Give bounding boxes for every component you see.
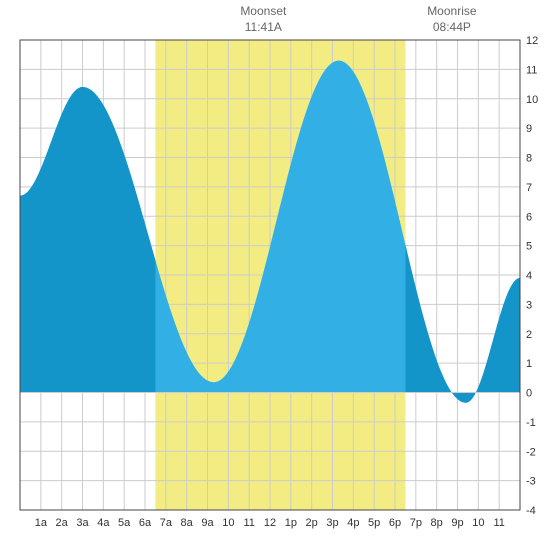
svg-text:8: 8 [526, 153, 532, 165]
svg-text:-4: -4 [526, 505, 536, 517]
moonset-label: Moonset [228, 4, 298, 20]
moonset-time: 11:41A [228, 20, 298, 36]
svg-text:2: 2 [526, 329, 532, 341]
svg-text:3: 3 [526, 299, 532, 311]
svg-text:-3: -3 [526, 476, 536, 488]
svg-text:2a: 2a [56, 517, 69, 529]
svg-text:0: 0 [526, 388, 532, 400]
svg-text:9p: 9p [451, 517, 463, 529]
svg-text:10: 10 [222, 517, 234, 529]
svg-text:12: 12 [264, 517, 276, 529]
chart-svg: -4-3-2-101234567891011121a2a3a4a5a6a7a8a… [0, 0, 550, 550]
svg-text:6: 6 [526, 211, 532, 223]
tide-chart: { "chart": { "type": "area", "width": 55… [0, 0, 550, 550]
svg-text:6p: 6p [389, 517, 401, 529]
svg-text:6a: 6a [139, 517, 152, 529]
svg-text:4p: 4p [347, 517, 359, 529]
moonrise-time: 08:44P [417, 20, 487, 36]
svg-text:1: 1 [526, 358, 532, 370]
svg-text:3a: 3a [76, 517, 89, 529]
moonrise-label: Moonrise [417, 4, 487, 20]
svg-text:8a: 8a [181, 517, 194, 529]
moonrise-annotation: Moonrise 08:44P [417, 4, 487, 35]
svg-text:10: 10 [472, 517, 484, 529]
svg-text:4a: 4a [97, 517, 110, 529]
svg-text:11: 11 [526, 64, 537, 76]
svg-text:4: 4 [526, 270, 532, 282]
svg-text:-2: -2 [526, 446, 536, 458]
svg-text:7a: 7a [160, 517, 173, 529]
svg-text:8p: 8p [431, 517, 443, 529]
svg-text:2p: 2p [306, 517, 318, 529]
svg-text:5a: 5a [118, 517, 131, 529]
svg-text:7p: 7p [410, 517, 422, 529]
svg-text:11: 11 [243, 517, 254, 529]
svg-text:12: 12 [526, 35, 538, 47]
svg-text:7: 7 [526, 182, 532, 194]
svg-text:9: 9 [526, 123, 532, 135]
svg-text:1p: 1p [285, 517, 297, 529]
svg-text:5p: 5p [368, 517, 380, 529]
svg-text:5: 5 [526, 241, 532, 253]
moonset-annotation: Moonset 11:41A [228, 4, 298, 35]
svg-text:9a: 9a [201, 517, 214, 529]
svg-text:-1: -1 [526, 417, 536, 429]
svg-text:3p: 3p [326, 517, 338, 529]
svg-text:11: 11 [493, 517, 504, 529]
svg-text:1a: 1a [35, 517, 48, 529]
svg-text:10: 10 [526, 94, 538, 106]
